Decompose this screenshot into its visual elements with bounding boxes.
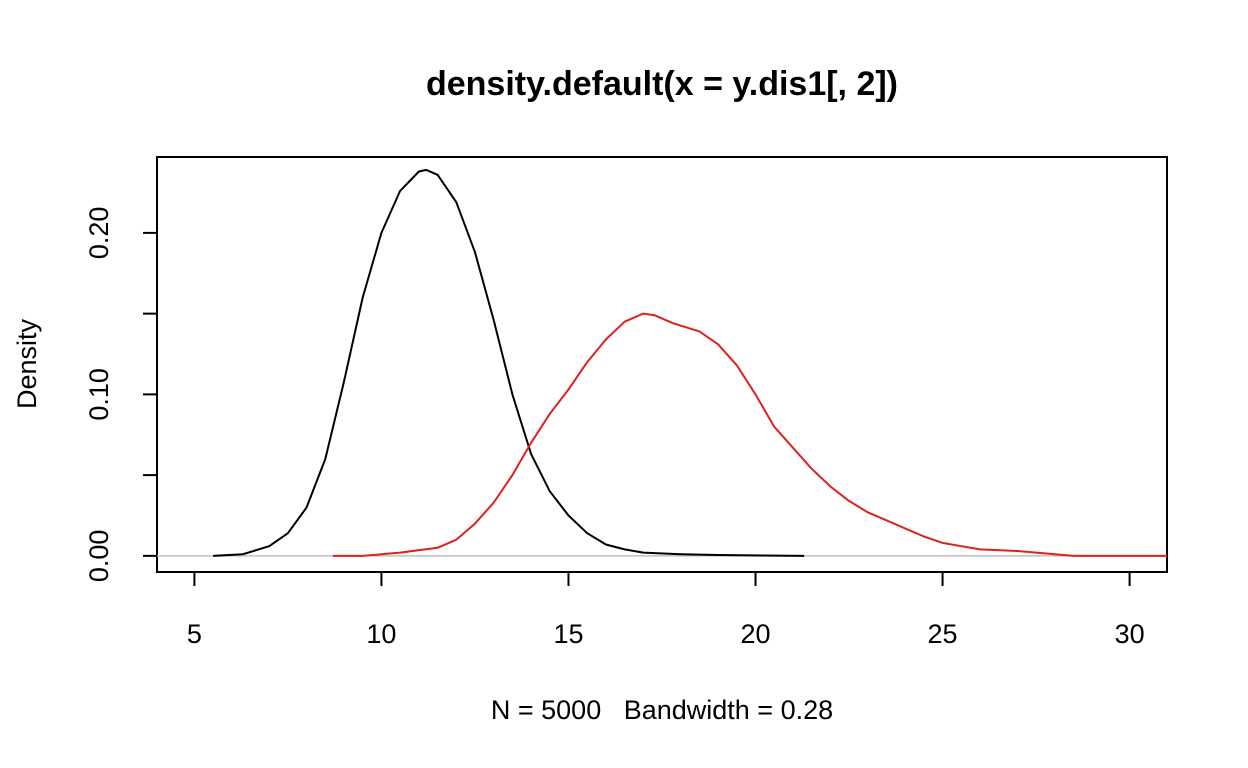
y-tick-label: 0.20 xyxy=(84,207,114,260)
y-tick-label: 0.10 xyxy=(84,368,114,421)
x-axis: 5 10 15 20 25 30 xyxy=(187,571,1145,649)
chart-title: density.default(x = y.dis1[, 2]) xyxy=(426,65,898,103)
y-tick-label: 0.00 xyxy=(84,530,114,583)
y-axis: 0.00 0.10 0.20 xyxy=(84,207,158,583)
x-tick-label: 20 xyxy=(740,619,770,649)
x-tick-label: 25 xyxy=(928,619,958,649)
x-tick-label: 15 xyxy=(553,619,583,649)
x-tick-label: 5 xyxy=(187,619,202,649)
series-lines xyxy=(157,168,1167,557)
density-line-1 xyxy=(213,168,805,557)
x-tick-label: 10 xyxy=(366,619,396,649)
density-line-2 xyxy=(332,312,1167,557)
x-axis-label: N = 5000 Bandwidth = 0.28 xyxy=(491,695,833,725)
plot-frame xyxy=(156,156,1168,573)
y-axis-label: Density xyxy=(12,318,42,409)
x-tick-label: 30 xyxy=(1115,619,1145,649)
